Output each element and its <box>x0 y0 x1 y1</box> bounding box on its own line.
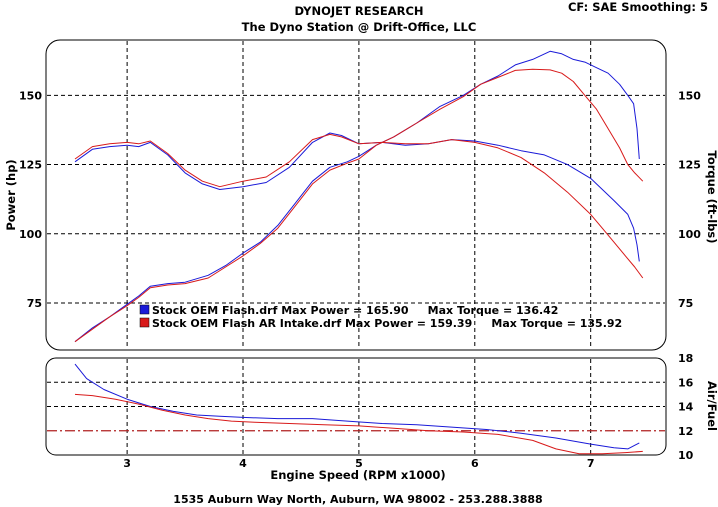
x-tick-label: 5 <box>355 457 363 470</box>
x-axis-ticks: 3 4 5 6 7 <box>123 457 594 470</box>
afr-grid <box>47 359 665 454</box>
x-tick-label: 4 <box>239 457 247 470</box>
x-tick-label: 6 <box>471 457 479 470</box>
y-tick-label-right: 75 <box>678 297 693 310</box>
chart-subtitle: The Dyno Station @ Drift-Office, LLC <box>242 20 477 34</box>
y-tick-label-left: 100 <box>19 228 42 241</box>
main-plot-panel: 75 100 125 150 75 100 125 150 <box>19 39 701 351</box>
series-line-torque-blue <box>74 132 640 262</box>
main-plot-frame <box>45 39 667 351</box>
legend-entry-red: Stock OEM Flash AR Intake.drf Max Power … <box>152 317 622 330</box>
y-axis-label-left: Power (hp) <box>4 159 18 230</box>
main-ticks-right: 75 100 125 150 <box>678 89 701 310</box>
y-tick-label-right: 100 <box>678 228 701 241</box>
footer-address: 1535 Auburn Way North, Auburn, WA 98002 … <box>173 493 542 506</box>
y-tick-label-left: 150 <box>19 89 42 102</box>
afr-series-line-red <box>74 393 643 455</box>
series-line-power-red <box>74 68 644 343</box>
y-tick-label-left: 75 <box>27 297 42 310</box>
legend: Stock OEM Flash.drf Max Power = 165.90 M… <box>139 304 622 330</box>
series-line-torque-red <box>74 133 644 279</box>
afr-series-layer <box>74 363 643 455</box>
main-grid <box>47 41 665 349</box>
legend-swatch-blue <box>139 304 150 315</box>
afr-axis-label: Air/Fuel <box>705 381 718 431</box>
main-series-layer <box>74 50 644 343</box>
afr-tick-label: 12 <box>678 425 693 438</box>
legend-swatch-red <box>139 317 150 328</box>
settings-label: CF: SAE Smoothing: 5 <box>568 0 708 14</box>
afr-tick-label: 18 <box>678 352 693 365</box>
y-axis-label-right: Torque (ft-lbs) <box>705 151 718 244</box>
y-tick-label-left: 125 <box>19 159 42 172</box>
x-axis-label: Engine Speed (RPM x1000) <box>270 468 445 482</box>
afr-tick-label: 16 <box>678 376 694 389</box>
chart-title: DYNOJET RESEARCH <box>294 4 423 18</box>
main-ticks-left: 75 100 125 150 <box>19 89 42 310</box>
afr-series-line-blue <box>74 363 640 450</box>
x-tick-label: 3 <box>123 457 131 470</box>
afr-ticks-right: 10 12 14 16 18 <box>678 352 694 462</box>
afr-tick-label: 10 <box>678 449 694 462</box>
afr-tick-label: 14 <box>678 401 694 414</box>
x-tick-label: 7 <box>587 457 595 470</box>
afr-plot-panel: 10 12 14 16 18 3 4 5 6 7 <box>45 352 694 470</box>
y-tick-label-right: 150 <box>678 89 701 102</box>
y-tick-label-right: 125 <box>678 159 701 172</box>
legend-entry-blue: Stock OEM Flash.drf Max Power = 165.90 M… <box>152 304 558 317</box>
